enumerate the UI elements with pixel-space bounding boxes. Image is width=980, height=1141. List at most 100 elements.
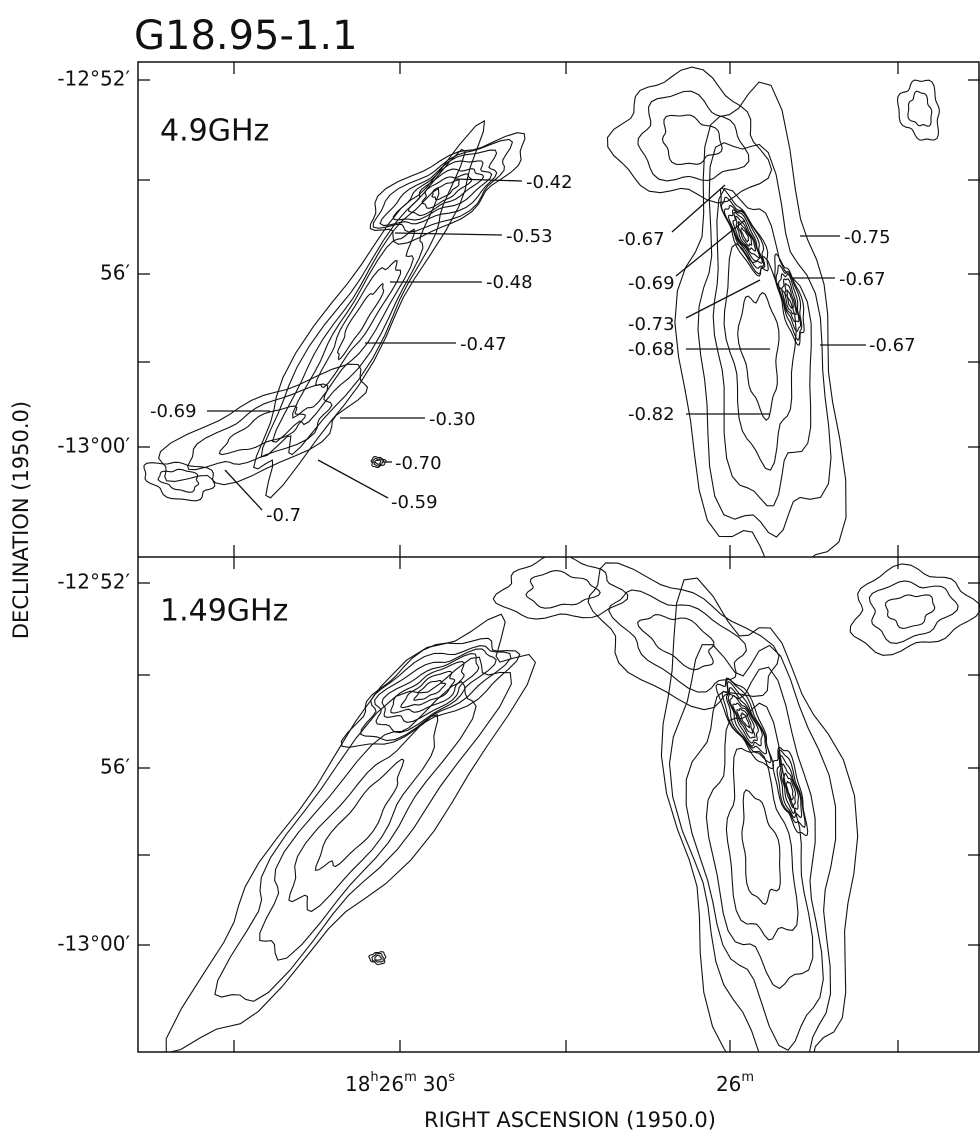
contour: [732, 702, 756, 739]
contour: [340, 637, 521, 748]
contour: [431, 179, 460, 201]
contour: [868, 580, 959, 644]
leader-line: [454, 178, 523, 182]
contour: [772, 746, 809, 837]
contour: [368, 951, 387, 966]
spectral-index: -0.42: [526, 172, 573, 193]
contour: [660, 577, 859, 1052]
annotations: -0.42 -0.53 -0.48 -0.47 -0.30 -0.69 -0.7…: [150, 172, 916, 526]
spectral-index: -0.53: [506, 226, 553, 247]
contour: [400, 670, 456, 709]
contour: [374, 954, 382, 961]
contour: [379, 149, 498, 227]
contour: [740, 227, 750, 243]
contour: [143, 461, 216, 502]
y-tick-label: -12°52′: [57, 570, 130, 594]
contour: [727, 209, 763, 264]
panel-label: 1.49GHz: [160, 594, 288, 629]
contour: [314, 758, 405, 871]
contour: [776, 749, 806, 829]
contour: [780, 763, 799, 815]
contour: [697, 142, 832, 538]
contour: [336, 282, 385, 361]
tick-marks: [138, 62, 980, 1052]
y-tick-label: 56′: [100, 261, 130, 285]
contour: [785, 780, 794, 801]
contour: [492, 557, 629, 620]
spectral-index: -0.82: [628, 404, 675, 425]
x-axis-title: RIGHT ASCENSION (1950.0): [424, 1108, 716, 1132]
contour: [668, 644, 837, 1052]
contour: [525, 570, 601, 609]
y-tick-label: -13°00′: [57, 434, 130, 458]
contour: [715, 677, 775, 770]
contour: [187, 383, 333, 471]
contour: [712, 187, 812, 507]
contour: [608, 589, 747, 693]
contour: [884, 594, 936, 629]
y-axis-title: DECLINATION (1950.0): [9, 401, 33, 639]
contour: [214, 656, 512, 1002]
contour: [370, 456, 387, 469]
contour: [218, 405, 306, 456]
contour: [636, 614, 715, 671]
contour: [165, 613, 537, 1052]
spectral-index: -0.73: [628, 314, 675, 335]
spectral-index: -0.70: [395, 453, 442, 474]
spectral-index: -0.47: [460, 334, 507, 355]
contour: [896, 79, 940, 141]
contour: [637, 90, 750, 182]
contour: [371, 952, 384, 963]
contour: [381, 653, 480, 723]
contour: [775, 264, 803, 341]
y-tick-label: -12°52′: [57, 67, 130, 91]
contour: [288, 713, 439, 913]
contour: [360, 645, 512, 742]
contour: [849, 563, 980, 656]
spectral-index: -0.75: [844, 227, 891, 248]
leader-line: [675, 219, 746, 277]
contour: [735, 215, 757, 252]
spectral-index: -0.59: [391, 492, 438, 513]
contour: [740, 712, 751, 729]
contour: [408, 168, 485, 217]
contour: [779, 754, 803, 819]
contour: [781, 278, 800, 323]
contour: [390, 660, 465, 714]
leader-line: [224, 469, 263, 511]
contour: [685, 666, 824, 1051]
contour: [723, 243, 797, 471]
x-tick-label: 18h26m 30s: [345, 1070, 455, 1096]
panel-label: 4.9GHz: [160, 114, 269, 149]
leader-line: [685, 279, 761, 319]
contour: [774, 253, 805, 346]
contour: [606, 66, 773, 204]
contour: [737, 291, 780, 421]
spectral-index: -0.67: [869, 335, 916, 356]
contour: [720, 196, 766, 275]
contour: [259, 681, 477, 961]
contour: [723, 204, 765, 269]
leader-line: [317, 459, 389, 499]
contour: [786, 289, 794, 309]
spectral-index: -0.67: [618, 229, 665, 250]
contour: [372, 458, 385, 467]
contour: [736, 707, 754, 734]
y-tick-label: -13°00′: [57, 932, 130, 956]
contour-map: [143, 66, 940, 557]
spectral-index: -0.69: [150, 401, 197, 422]
contour: [157, 363, 369, 486]
contour: [782, 772, 797, 809]
contour-map: [165, 557, 980, 1052]
contour: [421, 173, 473, 209]
contour: [907, 90, 933, 127]
contour: [674, 81, 847, 557]
contour: [374, 648, 497, 734]
spectral-index: -0.67: [839, 269, 886, 290]
title: G18.95-1.1: [134, 13, 358, 59]
leader-line: [671, 184, 726, 233]
contour: [157, 468, 200, 493]
contour: [741, 789, 781, 905]
contour: [392, 160, 493, 221]
